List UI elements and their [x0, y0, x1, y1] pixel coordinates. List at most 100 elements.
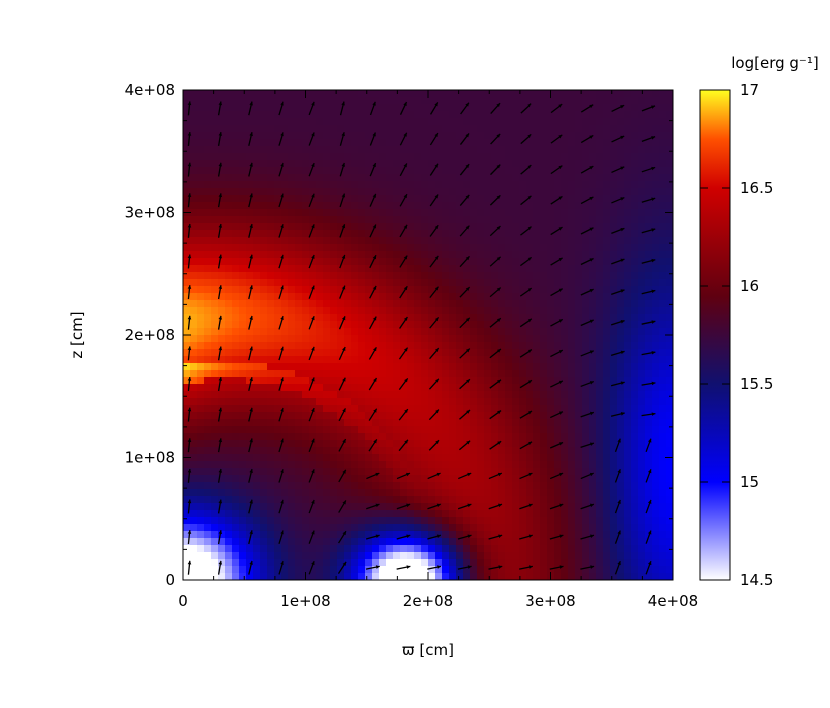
heatmap-cell — [204, 202, 212, 210]
heatmap-cell — [666, 174, 673, 182]
heatmap-cell — [372, 97, 380, 105]
heatmap-cell — [330, 188, 338, 196]
heatmap-cell — [393, 517, 401, 525]
heatmap-cell — [610, 510, 618, 518]
heatmap-cell — [253, 524, 261, 532]
heatmap-cell — [519, 454, 527, 462]
heatmap-cell — [659, 342, 667, 350]
heatmap-cell — [631, 384, 639, 392]
heatmap-cell — [603, 349, 611, 357]
heatmap-cell — [554, 454, 562, 462]
heatmap-cell — [659, 90, 667, 98]
heatmap-cell — [470, 251, 478, 259]
heatmap-cell — [547, 251, 555, 259]
velocity-arrow-head — [559, 534, 564, 538]
heatmap-cell — [407, 104, 415, 112]
heatmap-cell — [484, 412, 492, 420]
heatmap-cell — [260, 195, 268, 203]
heatmap-cell — [449, 153, 457, 161]
heatmap-cell — [400, 328, 408, 336]
heatmap-cell — [414, 566, 422, 574]
heatmap-cell — [232, 482, 240, 490]
heatmap-cell — [351, 363, 359, 371]
heatmap-cell — [351, 307, 359, 315]
heatmap-cell — [253, 356, 261, 364]
heatmap-cell — [204, 307, 212, 315]
heatmap-cell — [617, 370, 625, 378]
heatmap-cell — [610, 216, 618, 224]
heatmap-cell — [589, 531, 597, 539]
heatmap-cell — [260, 237, 268, 245]
heatmap-cell — [526, 153, 534, 161]
heatmap-cell — [575, 377, 583, 385]
heatmap-cell — [568, 524, 576, 532]
heatmap-cell — [659, 293, 667, 301]
heatmap-cell — [330, 391, 338, 399]
heatmap-cell — [232, 230, 240, 238]
heatmap-cell — [561, 447, 569, 455]
heatmap-cell — [183, 482, 191, 490]
heatmap-cell — [302, 132, 310, 140]
heatmap-cell — [638, 503, 646, 511]
heatmap-cell — [246, 370, 254, 378]
heatmap-cell — [260, 244, 268, 252]
heatmap-cell — [561, 209, 569, 217]
heatmap-cell — [484, 531, 492, 539]
heatmap-cell — [449, 272, 457, 280]
heatmap-cell — [477, 419, 485, 427]
heatmap-cell — [232, 391, 240, 399]
heatmap-cell — [218, 412, 226, 420]
heatmap-cell — [393, 342, 401, 350]
heatmap-cell — [456, 468, 464, 476]
heatmap-cell — [645, 384, 653, 392]
heatmap-cell — [484, 293, 492, 301]
heatmap-cell — [295, 286, 303, 294]
heatmap-cell — [260, 293, 268, 301]
heatmap-cell — [505, 356, 513, 364]
heatmap-cell — [610, 489, 618, 497]
heatmap-cell — [610, 454, 618, 462]
heatmap-cell — [428, 97, 436, 105]
heatmap-cell — [358, 552, 366, 560]
heatmap-cell — [197, 384, 205, 392]
heatmap-cell — [449, 230, 457, 238]
heatmap-cell — [393, 153, 401, 161]
heatmap-cell — [470, 496, 478, 504]
heatmap-cell — [610, 573, 618, 580]
heatmap-cell — [596, 111, 604, 119]
heatmap-cell — [617, 111, 625, 119]
heatmap-cell — [526, 209, 534, 217]
heatmap-cell — [428, 475, 436, 483]
heatmap-cell — [589, 482, 597, 490]
heatmap-cell — [568, 538, 576, 546]
heatmap-cell — [659, 461, 667, 469]
heatmap-cell — [589, 398, 597, 406]
heatmap-cell — [456, 573, 464, 580]
heatmap-cell — [211, 237, 219, 245]
heatmap-cell — [211, 125, 219, 133]
heatmap-cell — [435, 510, 443, 518]
heatmap-cell — [505, 265, 513, 273]
heatmap-cell — [407, 223, 415, 231]
heatmap-cell — [610, 90, 618, 98]
heatmap-cell — [428, 363, 436, 371]
heatmap-cell — [246, 552, 254, 560]
heatmap-cell — [589, 153, 597, 161]
heatmap-cell — [330, 300, 338, 308]
heatmap-cell — [190, 503, 198, 511]
heatmap-cell — [617, 328, 625, 336]
heatmap-cell — [477, 223, 485, 231]
heatmap-cell — [589, 118, 597, 126]
heatmap-cell — [449, 461, 457, 469]
heatmap-cell — [533, 195, 541, 203]
heatmap-cell — [659, 181, 667, 189]
heatmap-cell — [281, 132, 289, 140]
heatmap-cell — [645, 447, 653, 455]
heatmap-cell — [309, 363, 317, 371]
heatmap-cell — [309, 552, 317, 560]
heatmap-cell — [519, 132, 527, 140]
heatmap-cell — [568, 300, 576, 308]
heatmap-cell — [533, 279, 541, 287]
heatmap-cell — [372, 356, 380, 364]
heatmap-cell — [596, 153, 604, 161]
